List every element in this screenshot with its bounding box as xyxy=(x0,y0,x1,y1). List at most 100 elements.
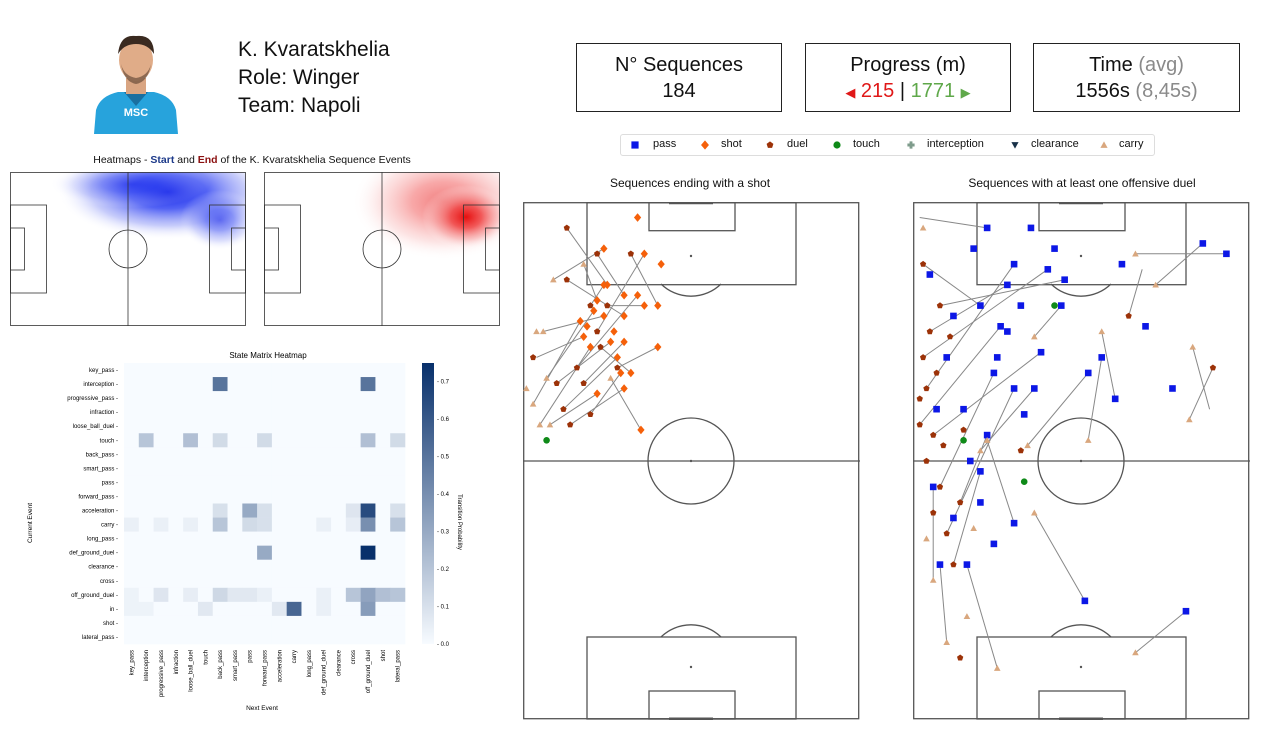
pass-event-marker xyxy=(1084,369,1092,377)
matrix-row-label: def_ground_duel - xyxy=(69,551,118,557)
matrix-col-label: pass xyxy=(248,650,254,663)
progress-title: Progress (m) xyxy=(850,54,966,76)
duel-event-marker xyxy=(940,442,947,449)
matrix-cell xyxy=(316,573,332,589)
matrix-cell xyxy=(242,405,258,420)
matrix-cell xyxy=(183,377,199,392)
matrix-cell xyxy=(375,531,391,546)
matrix-cell xyxy=(212,601,228,617)
legend-duel-icon xyxy=(766,141,774,148)
matrix-col-label: key_pass xyxy=(129,650,135,675)
shot-center-spot xyxy=(689,459,693,463)
matrix-cell xyxy=(301,573,317,589)
time-value-main: 1556s xyxy=(1075,80,1130,102)
shot-event-marker xyxy=(583,322,591,331)
matrix-cell xyxy=(316,601,332,617)
colorbar-label: Transition Probability xyxy=(456,494,462,550)
start-density-tertiary xyxy=(50,172,210,208)
matrix-cell xyxy=(257,587,273,603)
matrix-cell xyxy=(138,629,154,645)
matrix-cell xyxy=(316,629,332,645)
matrix-cell xyxy=(242,587,258,603)
duel-event-marker xyxy=(567,421,574,428)
matrix-cell xyxy=(286,559,302,575)
sequence-arrow xyxy=(543,315,605,332)
matrix-cell xyxy=(168,363,184,378)
matrix-col-label: clearance xyxy=(336,649,342,676)
matrix-xlabel: Next Event xyxy=(246,705,278,712)
sequence-arrow xyxy=(1101,331,1116,399)
matrix-cell xyxy=(153,545,169,560)
matrix-cell xyxy=(375,503,391,518)
matrix-cell xyxy=(183,489,199,504)
shot-event-marker xyxy=(633,213,642,222)
matrix-cell xyxy=(390,377,406,392)
matrix-cell xyxy=(316,461,332,476)
matrix-cell xyxy=(360,545,376,560)
time-value-suffix: (8,45s) xyxy=(1135,80,1198,102)
matrix-cell xyxy=(227,461,243,476)
matrix-cell xyxy=(197,489,214,504)
matrix-cell xyxy=(227,391,243,406)
sequence-arrow xyxy=(919,217,988,229)
touch-event-marker xyxy=(1051,302,1058,309)
matrix-cell xyxy=(375,377,391,392)
matrix-cell xyxy=(360,489,376,504)
matrix-cell xyxy=(331,559,347,575)
matrix-cell xyxy=(124,475,140,490)
sequence-arrow xyxy=(630,253,659,306)
matrix-cell xyxy=(197,363,214,378)
pass-event-marker xyxy=(977,302,984,309)
matrix-cell xyxy=(390,489,406,504)
matrix-cell xyxy=(286,531,302,546)
matrix-row-label: progressive_pass - xyxy=(67,396,118,402)
matrix-cell xyxy=(212,447,228,462)
carry-event-marker xyxy=(1024,442,1031,449)
matrix-cell xyxy=(242,391,258,406)
matrix-cell xyxy=(242,573,258,589)
matrix-cell xyxy=(345,419,361,434)
carry-event-marker xyxy=(607,374,614,381)
matrix-cell xyxy=(316,531,332,546)
matrix-cell xyxy=(242,377,258,392)
pass-event-marker xyxy=(1111,395,1119,403)
sequence-arrow xyxy=(939,372,995,488)
legend-label-touch: touch xyxy=(853,138,880,150)
duel-event-marker xyxy=(563,276,570,283)
matrix-cell xyxy=(390,531,406,546)
legend-clearance-icon xyxy=(1011,142,1019,149)
matrix-cell xyxy=(153,629,169,645)
matrix-cell xyxy=(345,615,361,631)
matrix-cell xyxy=(345,461,361,476)
shot-event-marker xyxy=(627,368,635,378)
player-name: K. Kvaratskhelia xyxy=(238,38,390,61)
pass-event-marker xyxy=(1017,302,1025,309)
player-photo: MSC xyxy=(86,30,186,134)
matrix-cell xyxy=(183,531,199,546)
matrix-col-label: off_ground_duel xyxy=(366,650,372,693)
sequence-arrow xyxy=(952,471,981,565)
pass-event-marker xyxy=(983,224,991,232)
sequence-arrow xyxy=(610,377,642,431)
duel-event-marker xyxy=(627,250,634,257)
matrix-row-label: carry - xyxy=(101,523,118,529)
matrix-cell xyxy=(138,601,154,617)
matrix-cell xyxy=(301,363,317,378)
matrix-cell xyxy=(390,573,406,589)
matrix-cell xyxy=(390,447,406,462)
carry-event-marker xyxy=(1189,343,1197,350)
matrix-cell xyxy=(227,489,243,504)
pass-event-marker xyxy=(1061,276,1068,283)
shot-event-marker xyxy=(620,337,628,347)
shot-penalty-spot-bottom xyxy=(689,665,693,669)
legend-touch-icon xyxy=(833,141,841,149)
matrix-cell xyxy=(271,419,287,434)
matrix-cell xyxy=(390,433,406,448)
sequence-arrow xyxy=(576,294,638,369)
pass-event-marker xyxy=(933,405,940,413)
shot-event-marker xyxy=(640,301,648,310)
matrix-cell xyxy=(301,461,317,476)
matrix-cell xyxy=(257,559,273,575)
matrix-cell xyxy=(124,629,140,645)
matrix-cell xyxy=(197,461,214,476)
